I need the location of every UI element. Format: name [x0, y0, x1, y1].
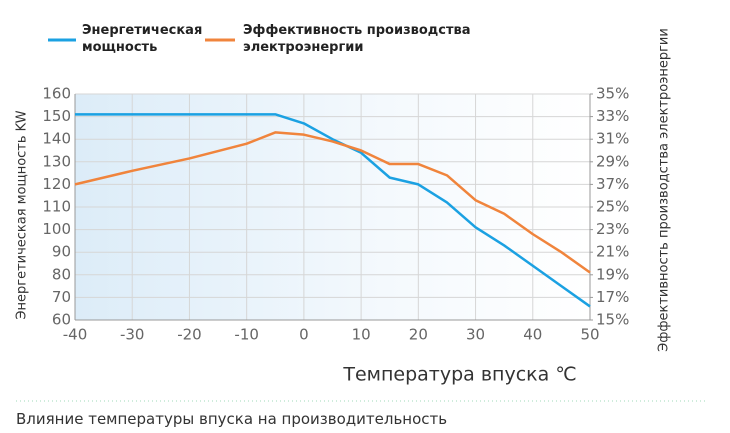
y2-tick-label: 15% — [596, 311, 629, 329]
x-tick-label: 30 — [466, 326, 485, 344]
y2-tick-label: 31% — [596, 130, 629, 148]
x-tick-label: 10 — [352, 326, 371, 344]
y2-tick-label: 17% — [596, 288, 629, 306]
y-tick-label: 80 — [52, 265, 71, 283]
legend-label: Энергетическая мощность — [82, 23, 203, 55]
y2-tick-label: 35% — [596, 85, 629, 103]
caption: Влияние температуры впуска на производит… — [16, 410, 448, 428]
y-tick-label: 140 — [42, 130, 71, 148]
series-line — [74, 131, 591, 274]
x-axis-label: Температура впуска ℃ — [342, 364, 576, 386]
series-line — [75, 113, 591, 308]
y2-tick-label: 23% — [596, 220, 629, 238]
y2-tick-label: 37% — [596, 175, 629, 193]
y2-axis-label: Эффективность производства электроэнерги… — [657, 28, 672, 352]
y-tick-label: 120 — [42, 175, 71, 193]
x-tick-label: -30 — [120, 326, 145, 344]
y-tick-label: 110 — [42, 198, 71, 216]
y-tick-label: 90 — [52, 243, 71, 261]
y-tick-label: 70 — [52, 288, 71, 306]
x-tick-label: 20 — [409, 326, 428, 344]
y2-tick-label: 19% — [596, 265, 629, 283]
x-tick-label: 0 — [299, 326, 309, 344]
y2-tick-label: 33% — [596, 107, 629, 125]
x-tick-label: -10 — [234, 326, 259, 344]
y-tick-label: 130 — [42, 152, 71, 170]
y-tick-label: 60 — [52, 311, 71, 329]
y-tick-label: 160 — [42, 85, 71, 103]
y-tick-label: 150 — [42, 107, 71, 125]
y2-tick-label: 25% — [596, 198, 629, 216]
x-tick-label: -40 — [63, 326, 88, 344]
y2-tick-label: 21% — [596, 243, 629, 261]
legend-label: Эффективность производства электроэнерги… — [243, 23, 471, 55]
x-tick-label: -20 — [177, 326, 202, 344]
x-tick-label: 50 — [580, 326, 599, 344]
y2-tick-label: 29% — [596, 152, 629, 170]
y-axis-label: Энергетическая мощность KW — [15, 110, 30, 319]
x-tick-label: 40 — [523, 326, 542, 344]
y-tick-label: 100 — [42, 220, 71, 238]
